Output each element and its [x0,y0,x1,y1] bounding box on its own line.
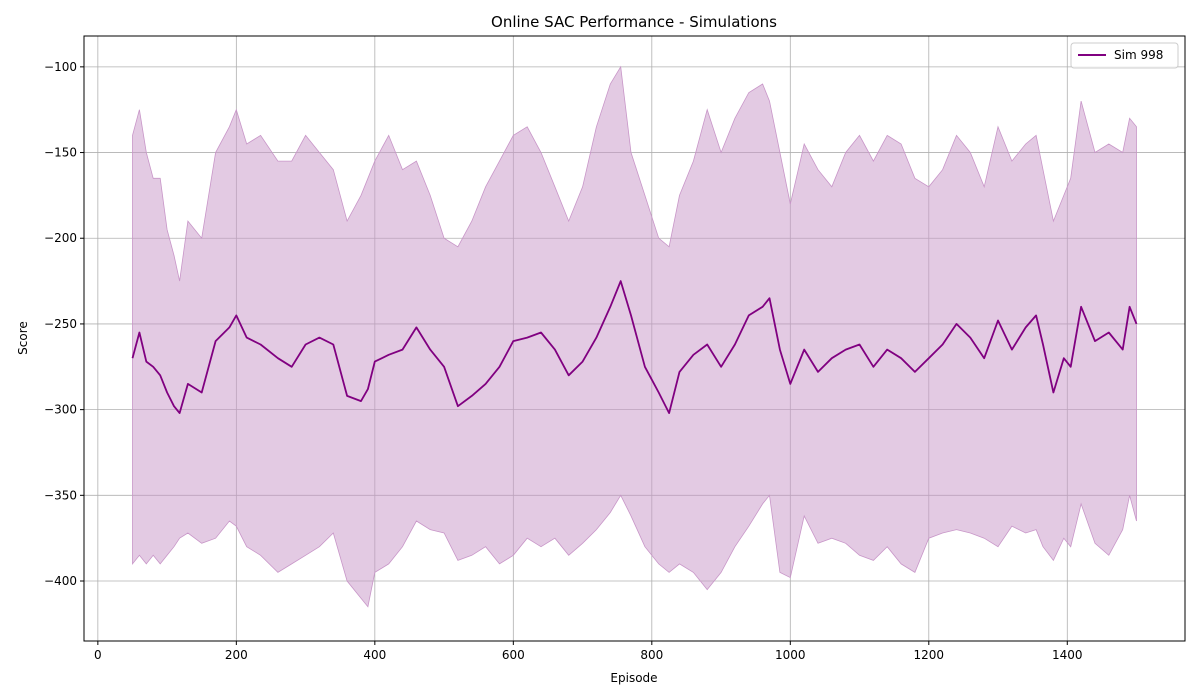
x-tick-label: 600 [502,648,525,662]
chart-title: Online SAC Performance - Simulations [491,13,777,31]
y-tick-label: −200 [44,231,77,245]
x-tick-label: 400 [363,648,386,662]
legend-box [1070,42,1179,69]
y-tick-label: −150 [44,146,77,160]
x-tick-label: 0 [94,648,102,662]
y-axis: −100 −150 −200 −250 −300 −350 −400 [44,60,84,588]
y-tick-label: −250 [44,317,77,331]
line-layer [131,280,1138,415]
x-axis-label: Episode [610,671,657,685]
y-tick-label: −400 [44,574,77,588]
x-tick-label: 800 [640,648,663,662]
x-tick-label: 1200 [914,648,945,662]
y-axis-label: Score [16,321,30,355]
y-tick-label: −300 [44,403,77,417]
x-tick-label: 200 [225,648,248,662]
mean-line [131,280,1138,415]
x-axis: 0 200 400 600 800 1000 1200 1400 [94,641,1083,662]
x-tick-label: 1000 [775,648,806,662]
x-tick-label: 1400 [1052,648,1083,662]
legend-label: Sim 998 [1114,48,1163,62]
band-layer [132,65,1137,608]
confidence-band [132,65,1137,608]
y-tick-label: −100 [44,60,77,74]
legend: Sim 998 [1070,42,1179,69]
plot-frame [83,35,1186,642]
y-tick-label: −350 [44,488,77,502]
